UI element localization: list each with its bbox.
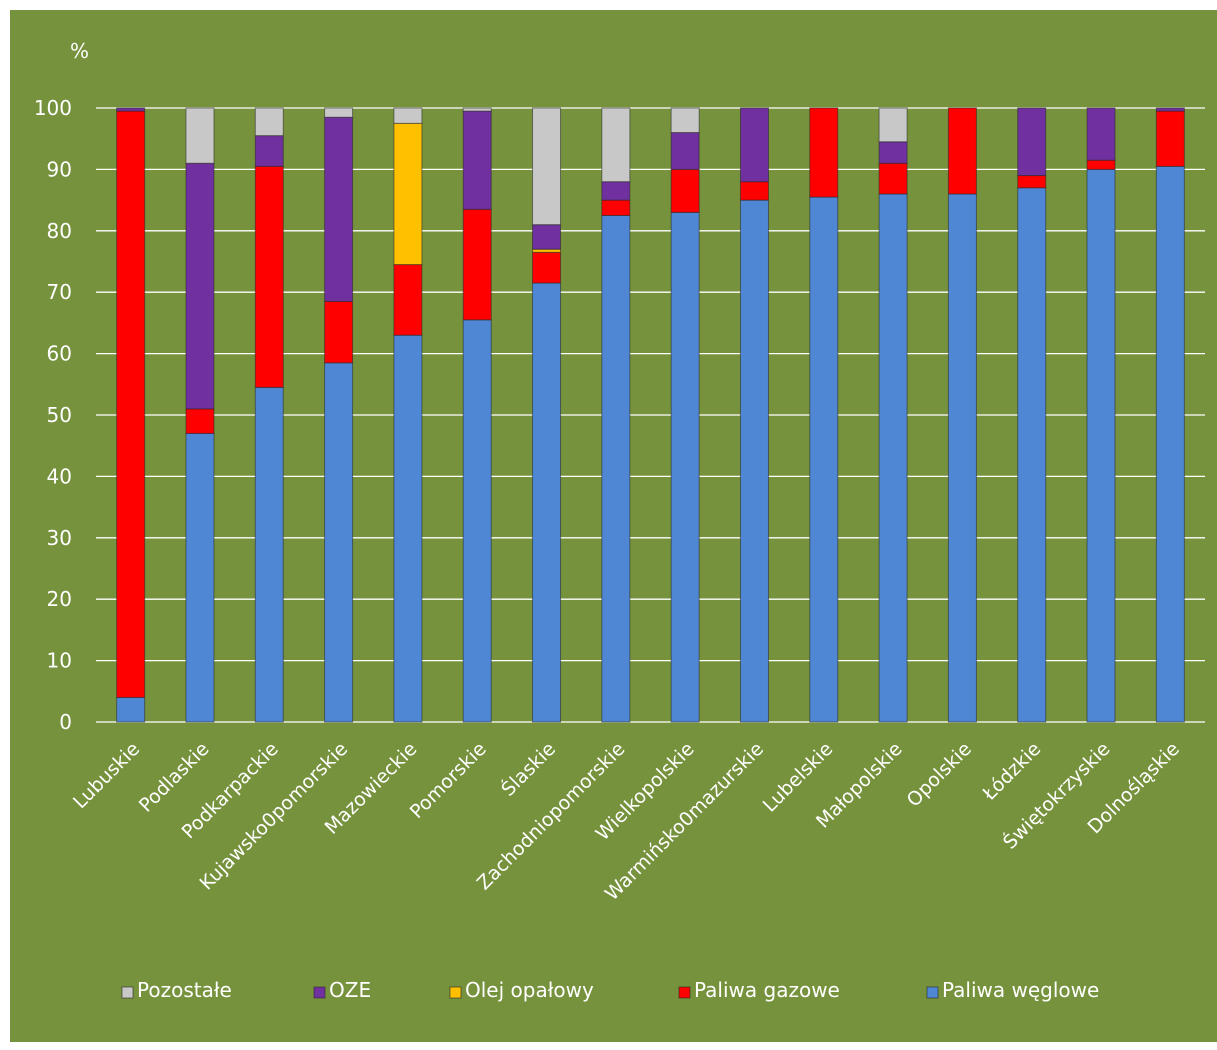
bar-segment bbox=[809, 196, 839, 723]
bar-segment bbox=[462, 208, 492, 321]
legend-label: Paliwa węglowe bbox=[942, 978, 1099, 1002]
bar-segment bbox=[185, 408, 215, 434]
legend-swatch bbox=[678, 986, 691, 999]
bar-segment bbox=[116, 107, 146, 112]
bar-segment bbox=[462, 110, 492, 210]
bar-segment bbox=[393, 264, 423, 336]
y-tick-label: 70 bbox=[47, 280, 72, 304]
bar-segment bbox=[185, 107, 215, 164]
bar-segment bbox=[462, 319, 492, 723]
bar-segment bbox=[1155, 107, 1185, 112]
bar-segment bbox=[878, 193, 908, 723]
bar-segment bbox=[670, 211, 700, 723]
x-tick-label: Ślaskie bbox=[496, 737, 560, 801]
bar-segment bbox=[601, 214, 631, 723]
bar-segment bbox=[185, 162, 215, 410]
bar-segment bbox=[393, 107, 423, 124]
stacked-bar-chart: 0 10 20 30 40 50 60 70 80 90 100 LubuskiePodlaskie… bbox=[34, 39, 1205, 1002]
bar-segment bbox=[532, 107, 562, 226]
bar-segment bbox=[254, 135, 284, 167]
legend: Pozostałe OZE Olej opałowy Paliwa gazowe Pal… bbox=[121, 978, 1099, 1002]
bar-segment bbox=[1017, 107, 1047, 177]
bar-segment bbox=[947, 107, 977, 195]
bar-segment bbox=[532, 251, 562, 284]
bar-segment bbox=[1086, 107, 1116, 161]
legend-label: Pozostałe bbox=[137, 978, 232, 1002]
y-tick-label: 20 bbox=[47, 587, 72, 611]
legend-label: Paliwa gazowe bbox=[694, 978, 840, 1002]
bar-segment bbox=[739, 181, 769, 201]
y-tick-label: 90 bbox=[47, 157, 72, 181]
bar-segment bbox=[670, 107, 700, 134]
bar-segment bbox=[878, 107, 908, 143]
bar-segment bbox=[878, 162, 908, 195]
y-tick-label: 10 bbox=[47, 649, 72, 673]
y-tick-label: 0 bbox=[59, 710, 72, 734]
bar-segment bbox=[1086, 168, 1116, 723]
legend-swatch bbox=[926, 986, 939, 999]
bar-segment bbox=[1155, 110, 1185, 167]
bar-segment bbox=[324, 116, 354, 302]
y-tick-label: 40 bbox=[47, 464, 72, 488]
bar-segment bbox=[532, 224, 562, 250]
x-tick-label: Łódzkie bbox=[978, 738, 1045, 805]
legend-swatch bbox=[313, 986, 326, 999]
bar-segment bbox=[324, 300, 354, 364]
bar-segment bbox=[393, 122, 423, 266]
x-tick-label: Opolskie bbox=[903, 738, 976, 811]
y-tick-labels: 0 10 20 30 40 50 60 70 80 90 100 bbox=[34, 96, 72, 734]
bar-segment bbox=[601, 181, 631, 201]
bar-segment bbox=[601, 107, 631, 183]
bar-segment bbox=[1155, 165, 1185, 723]
bar-segment bbox=[947, 193, 977, 723]
bars-layer bbox=[116, 107, 1185, 723]
bar-segment bbox=[116, 110, 146, 698]
bar-segment bbox=[116, 696, 146, 723]
y-tick-label: 30 bbox=[47, 526, 72, 550]
bar-segment bbox=[878, 141, 908, 164]
y-tick-label: 50 bbox=[47, 403, 72, 427]
bar-segment bbox=[254, 165, 284, 388]
y-unit-label: % bbox=[70, 39, 89, 63]
bar-segment bbox=[185, 432, 215, 723]
legend-label: Olej opałowy bbox=[465, 978, 594, 1002]
x-tick-label: Lubuskie bbox=[69, 738, 144, 813]
y-tick-label: 60 bbox=[47, 342, 72, 366]
y-tick-label: 80 bbox=[47, 219, 72, 243]
bar-segment bbox=[254, 386, 284, 723]
y-tick-label: 100 bbox=[34, 96, 72, 120]
bar-segment bbox=[393, 334, 423, 723]
bar-segment bbox=[601, 199, 631, 216]
x-tick-labels: LubuskiePodlaskiePodkarpackieKujawsko0po… bbox=[69, 737, 1184, 906]
legend-swatch bbox=[449, 986, 462, 999]
bar-segment bbox=[1017, 187, 1047, 723]
bar-segment bbox=[324, 107, 354, 118]
chart-area: 0 10 20 30 40 50 60 70 80 90 100 Lubuskie Podlaskie… bbox=[10, 10, 1217, 1042]
bar-segment bbox=[739, 107, 769, 183]
bar-segment bbox=[324, 362, 354, 723]
bar-segment bbox=[254, 107, 284, 137]
legend-label: OZE bbox=[329, 978, 371, 1002]
bar-segment bbox=[670, 132, 700, 170]
bar-segment bbox=[1086, 159, 1116, 170]
bar-segment bbox=[462, 107, 492, 112]
bar-segment bbox=[532, 282, 562, 723]
bar-segment bbox=[1017, 175, 1047, 189]
bar-segment bbox=[739, 199, 769, 723]
bar-segment bbox=[809, 107, 839, 198]
legend-swatch bbox=[121, 986, 134, 999]
bar-segment bbox=[670, 168, 700, 213]
